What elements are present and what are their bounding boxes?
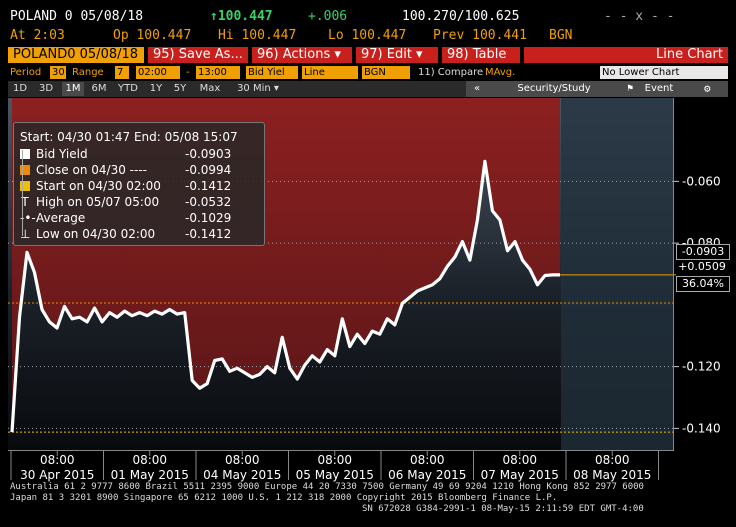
footer-contacts-2: Japan 81 3 3201 8900 Singapore 65 6212 1… bbox=[10, 493, 558, 503]
tab-interval[interactable]: 30 Min ▾ bbox=[237, 83, 279, 94]
x-time-label: 08:00 bbox=[502, 453, 537, 467]
x-time-label: 08:00 bbox=[225, 453, 260, 467]
tab-ytd[interactable]: YTD bbox=[118, 83, 138, 94]
legend-swatch bbox=[20, 149, 30, 159]
range-field[interactable]: 7 bbox=[115, 66, 129, 79]
time-start-field[interactable]: 02:00 bbox=[136, 66, 180, 79]
low-price: Lo 100.447 bbox=[328, 28, 407, 43]
legend-row-average: -•-Average -0.1029 bbox=[20, 211, 232, 225]
mavg-button[interactable]: MAvg. bbox=[485, 67, 516, 78]
range-label: Range bbox=[72, 67, 104, 78]
source-select[interactable]: BGN bbox=[362, 66, 410, 79]
lower-chart-select[interactable]: No Lower Chart bbox=[600, 66, 728, 79]
x-time-label: 08:00 bbox=[410, 453, 445, 467]
x-time-label: 08:00 bbox=[317, 453, 352, 467]
change-value-label: +0.0509 bbox=[678, 260, 726, 273]
save-as-button[interactable]: 95) Save As... bbox=[148, 47, 248, 63]
legend-swatch bbox=[20, 181, 30, 191]
edit-button[interactable]: 97) Edit ▾ bbox=[356, 47, 438, 63]
bid-ask: 100.270/100.625 bbox=[402, 9, 520, 24]
pct-value-label: 36.04% bbox=[676, 276, 730, 292]
actions-button[interactable]: 96) Actions ▾ bbox=[252, 47, 352, 63]
style-select[interactable]: Line bbox=[302, 66, 358, 79]
y-tick-label: -0.120 bbox=[682, 360, 721, 374]
future-area bbox=[561, 98, 673, 450]
footer-contacts-1: Australia 61 2 9777 8600 Brazil 5511 239… bbox=[10, 482, 644, 492]
tab-1y[interactable]: 1Y bbox=[149, 83, 163, 94]
x-time-label: 08:00 bbox=[132, 453, 167, 467]
tab-5y[interactable]: 5Y bbox=[173, 83, 187, 94]
prev-price: Prev 100.441 bbox=[433, 28, 527, 43]
legend-row-low: ⊥ Low on 04/30 02:00 -0.1412 bbox=[20, 227, 232, 241]
high-price: Hi 100.447 bbox=[218, 28, 297, 43]
legend-panel: Start: 04/30 01:47 End: 05/08 15:07 Bid … bbox=[13, 122, 265, 246]
time-end-field[interactable]: 13:00 bbox=[196, 66, 240, 79]
x-date-label: 30 Apr 2015 bbox=[20, 468, 94, 482]
tab-3d[interactable]: 3D bbox=[38, 83, 54, 94]
x-time-label: 08:00 bbox=[40, 453, 75, 467]
security-title: POLAND 0 05/08/18 bbox=[10, 9, 144, 24]
legend-row-bid-yield: Bid Yield -0.0903 bbox=[20, 146, 231, 162]
x-time-label: 08:00 bbox=[595, 453, 630, 467]
right-toolbar bbox=[466, 81, 728, 97]
period-label: Period bbox=[10, 67, 42, 78]
legend-range: Start: 04/30 01:47 End: 05/08 15:07 bbox=[20, 130, 238, 144]
x-date-label: 01 May 2015 bbox=[111, 468, 189, 482]
time-separator: - bbox=[186, 67, 190, 78]
legend-row-start: Start on 04/30 02:00 -0.1412 bbox=[20, 178, 231, 194]
window-controls[interactable]: - - x - - bbox=[604, 9, 675, 24]
compare-button[interactable]: 11) Compare bbox=[418, 67, 484, 78]
at-time: At 2:03 bbox=[10, 28, 65, 43]
y-tick-label: -0.060 bbox=[682, 174, 721, 188]
price-source: BGN bbox=[549, 28, 573, 43]
open-price: Op 100.447 bbox=[113, 28, 192, 43]
high-marker-icon: T bbox=[21, 195, 29, 209]
legend-side-markers bbox=[22, 150, 23, 236]
gear-icon[interactable]: ⚙ bbox=[704, 82, 711, 95]
x-date-label: 04 May 2015 bbox=[203, 468, 281, 482]
collapse-button[interactable]: « bbox=[473, 83, 481, 94]
last-price: ↑100.447 bbox=[210, 9, 273, 24]
legend-row-high: T High on 05/07 05:00 -0.0532 bbox=[21, 195, 232, 209]
security-field[interactable]: POLAND0 05/08/18 bbox=[8, 47, 144, 63]
tab-max[interactable]: Max bbox=[199, 83, 221, 94]
tab-1m[interactable]: 1M bbox=[62, 82, 84, 96]
tab-1d[interactable]: 1D bbox=[12, 83, 28, 94]
line-chart-button[interactable]: Line Chart bbox=[524, 47, 728, 63]
average-marker-icon: -•- bbox=[20, 211, 36, 225]
low-marker-icon: ⊥ bbox=[20, 227, 31, 241]
table-button[interactable]: 98) Table bbox=[442, 47, 520, 63]
footer-stamp: SN 672028 G384-2991-1 08-May-15 2:11:59 … bbox=[362, 504, 644, 514]
flag-icon: ⚑ bbox=[627, 83, 634, 94]
legend-row-close: Close on 04/30 ---- -0.0994 bbox=[20, 162, 231, 178]
field-select[interactable]: Bid Yiel bbox=[246, 66, 298, 79]
period-field[interactable]: 30 bbox=[50, 66, 66, 79]
x-date-label: 05 May 2015 bbox=[296, 468, 374, 482]
event-button[interactable]: Event bbox=[644, 83, 674, 94]
legend-swatch bbox=[20, 165, 30, 175]
series-line bbox=[10, 159, 560, 433]
x-date-label: 07 May 2015 bbox=[481, 468, 559, 482]
last-value-label: -0.0903 bbox=[676, 244, 730, 260]
x-date-label: 06 May 2015 bbox=[388, 468, 466, 482]
tab-6m[interactable]: 6M bbox=[91, 83, 107, 94]
x-date-label: 08 May 2015 bbox=[573, 468, 651, 482]
security-study-button[interactable]: Security/Study bbox=[517, 83, 591, 94]
price-change: +.006 bbox=[308, 9, 348, 24]
y-tick-label: -0.140 bbox=[682, 421, 721, 435]
